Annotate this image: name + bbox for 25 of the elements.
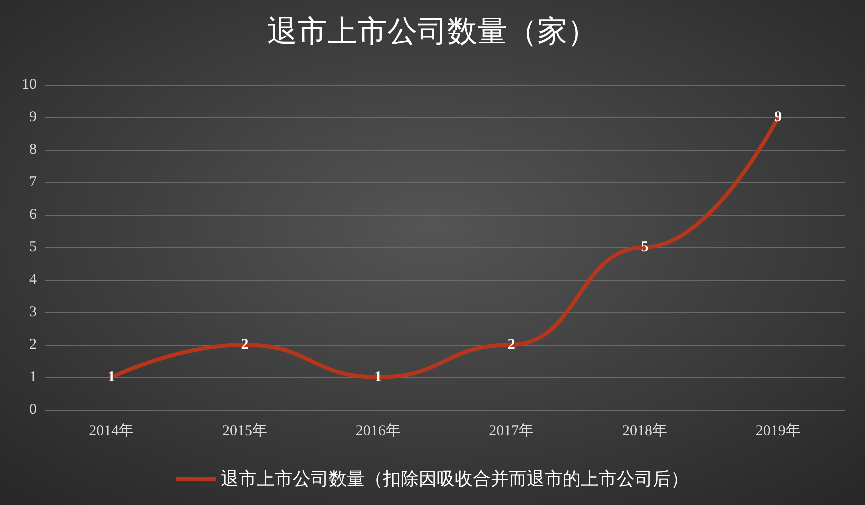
x-tick-label: 2015年 — [222, 422, 268, 440]
y-tick-label: 3 — [30, 304, 37, 320]
data-label: 2 — [241, 337, 249, 353]
data-label: 9 — [774, 110, 782, 126]
x-tick-label: 2018年 — [622, 422, 668, 440]
data-label: 1 — [108, 370, 116, 386]
x-tick-label: 2019年 — [756, 422, 801, 440]
data-label: 2 — [508, 337, 516, 353]
y-tick-label: 4 — [30, 272, 38, 288]
y-tick-label: 5 — [30, 240, 37, 256]
y-tick-label: 8 — [30, 142, 37, 158]
y-tick-label: 6 — [30, 207, 38, 223]
legend-label: 退市上市公司数量（扣除因吸收合并而退市的上市公司后） — [221, 469, 689, 489]
x-tick-label: 2016年 — [356, 422, 401, 440]
y-tick-label: 0 — [30, 402, 37, 418]
y-tick-label: 2 — [30, 337, 37, 353]
x-tick-label: 2014年 — [89, 422, 134, 440]
data-label: 5 — [641, 240, 649, 256]
y-tick-label: 9 — [30, 110, 37, 126]
x-tick-label: 2017年 — [489, 422, 534, 440]
y-tick-label: 1 — [30, 370, 37, 386]
y-tick-label: 10 — [22, 77, 37, 93]
chart-title: 退市上市公司数量（家） — [268, 16, 598, 48]
data-label: 1 — [374, 370, 382, 386]
y-tick-label: 7 — [30, 174, 38, 190]
